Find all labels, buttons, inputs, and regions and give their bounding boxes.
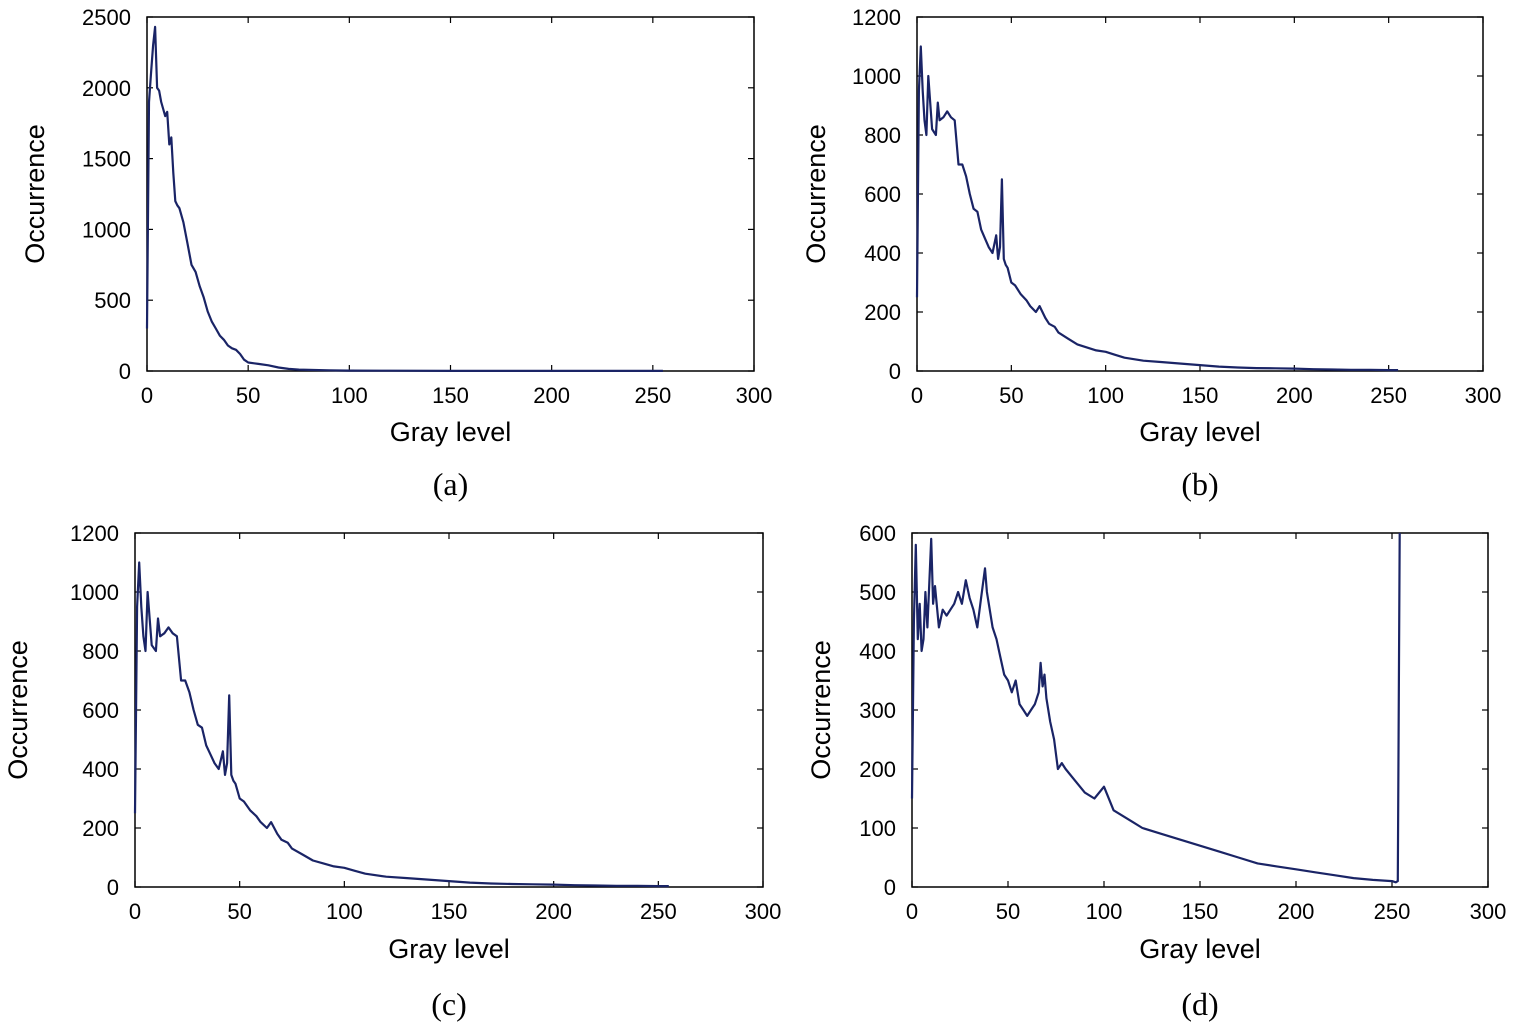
y-tick-label: 600 — [82, 698, 119, 723]
y-tick-label: 2000 — [82, 76, 131, 101]
chart-panel-c: 0 50 100 150 200 250 300 0 200 400 600 800 1000 1200 G… — [3, 521, 781, 1022]
y-tick-label: 1000 — [70, 580, 119, 605]
x-axis-title: Gray level — [390, 417, 512, 447]
x-axis-title: Gray level — [388, 934, 510, 964]
x-axis-title: Gray level — [1139, 417, 1261, 447]
y-tick-label: 1000 — [82, 217, 131, 242]
x-tick-label: 50 — [236, 383, 260, 408]
y-tick-label: 0 — [119, 359, 131, 384]
y-tick-label: 600 — [864, 182, 901, 207]
y-tick-label: 800 — [864, 123, 901, 148]
x-tick-label: 150 — [1182, 899, 1219, 924]
x-tick-label: 200 — [1278, 899, 1315, 924]
y-tick-label: 600 — [859, 521, 896, 546]
y-tick-label: 500 — [859, 580, 896, 605]
y-tick-label: 400 — [859, 639, 896, 664]
y-tick-label: 200 — [864, 300, 901, 325]
y-tick-label: 1200 — [852, 5, 901, 30]
y-tick-label: 1000 — [852, 64, 901, 89]
y-tick-label: 1500 — [82, 147, 131, 172]
y-tick-label: 100 — [859, 816, 896, 841]
y-tick-label: 2500 — [82, 5, 131, 30]
x-tick-label: 300 — [1470, 899, 1507, 924]
panel-label: (a) — [433, 466, 469, 502]
x-tick-label: 0 — [141, 383, 153, 408]
x-tick-label: 100 — [1086, 899, 1123, 924]
y-tick-label: 400 — [864, 241, 901, 266]
panel-label: (c) — [431, 986, 467, 1022]
y-tick-label: 500 — [94, 288, 131, 313]
y-tick-label: 0 — [107, 875, 119, 900]
x-tick-label: 200 — [535, 899, 572, 924]
plot-frame — [146, 16, 755, 372]
chart-panel-d: 0 50 100 150 200 250 300 0 100 200 300 400 500 600 Gra… — [806, 521, 1506, 1022]
x-tick-label: 250 — [1370, 383, 1407, 408]
chart-panel-b: 0 50 100 150 200 250 300 0 200 400 600 800 1000 1200 G… — [801, 5, 1501, 502]
x-tick-label: 150 — [431, 899, 468, 924]
y-tick-label: 400 — [82, 757, 119, 782]
x-tick-label: 50 — [227, 899, 251, 924]
x-tick-label: 100 — [1087, 383, 1124, 408]
x-tick-label: 100 — [326, 899, 363, 924]
y-tick-label: 200 — [82, 816, 119, 841]
x-tick-label: 150 — [432, 383, 469, 408]
y-axis-title: Occurrence — [3, 640, 33, 780]
x-tick-label: 0 — [129, 899, 141, 924]
x-axis-title: Gray level — [1139, 934, 1261, 964]
y-tick-label: 0 — [889, 359, 901, 384]
histogram-series-line — [145, 25, 663, 372]
histogram-series-line — [910, 532, 1401, 884]
chart-panel-a: 0 50 100 150 200 250 300 0 500 1000 1500 2000 2500 Gr… — [20, 5, 772, 502]
x-tick-label: 150 — [1182, 383, 1219, 408]
x-tick-label: 300 — [1465, 383, 1502, 408]
x-tick-label: 250 — [1374, 899, 1411, 924]
x-tick-label: 0 — [911, 383, 923, 408]
panel-label: (d) — [1181, 986, 1218, 1022]
x-tick-label: 200 — [1276, 383, 1313, 408]
y-tick-label: 0 — [884, 875, 896, 900]
x-tick-label: 50 — [999, 383, 1023, 408]
y-tick-label: 800 — [82, 639, 119, 664]
x-tick-label: 50 — [996, 899, 1020, 924]
histogram-series-line — [133, 561, 669, 888]
x-tick-label: 300 — [736, 383, 773, 408]
y-axis-title: Occurrence — [20, 124, 50, 264]
y-tick-label: 300 — [859, 698, 896, 723]
plot-frame — [911, 532, 1489, 888]
panel-label: (b) — [1181, 466, 1218, 502]
y-tick-label: 1200 — [70, 521, 119, 546]
y-tick-label: 200 — [859, 757, 896, 782]
x-tick-label: 300 — [745, 899, 782, 924]
y-axis-title: Occurrence — [801, 124, 831, 264]
x-tick-label: 0 — [906, 899, 918, 924]
y-axis-title: Occurrence — [806, 640, 836, 780]
x-tick-label: 250 — [634, 383, 671, 408]
x-tick-label: 200 — [533, 383, 570, 408]
histogram-series-line — [915, 45, 1399, 372]
x-tick-label: 100 — [331, 383, 368, 408]
x-tick-label: 250 — [640, 899, 677, 924]
